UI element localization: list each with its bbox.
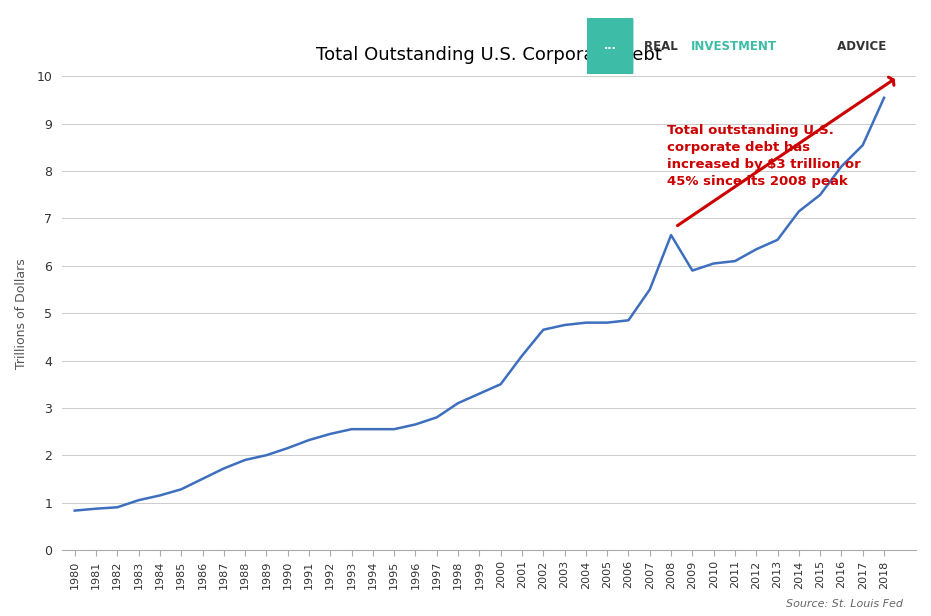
Y-axis label: Trillions of Dollars: Trillions of Dollars (15, 258, 28, 368)
Title: Total Outstanding U.S. Corporate Debt: Total Outstanding U.S. Corporate Debt (316, 46, 662, 64)
FancyBboxPatch shape (587, 15, 633, 76)
Text: Total outstanding U.S.
corporate debt has
increased by $3 trillion or
45% since : Total outstanding U.S. corporate debt ha… (667, 124, 860, 188)
Text: ...: ... (603, 41, 616, 51)
Text: Source: St. Louis Fed: Source: St. Louis Fed (786, 599, 903, 609)
Text: REAL: REAL (643, 39, 681, 53)
Text: INVESTMENT: INVESTMENT (691, 39, 776, 53)
Text: ADVICE: ADVICE (833, 39, 886, 53)
